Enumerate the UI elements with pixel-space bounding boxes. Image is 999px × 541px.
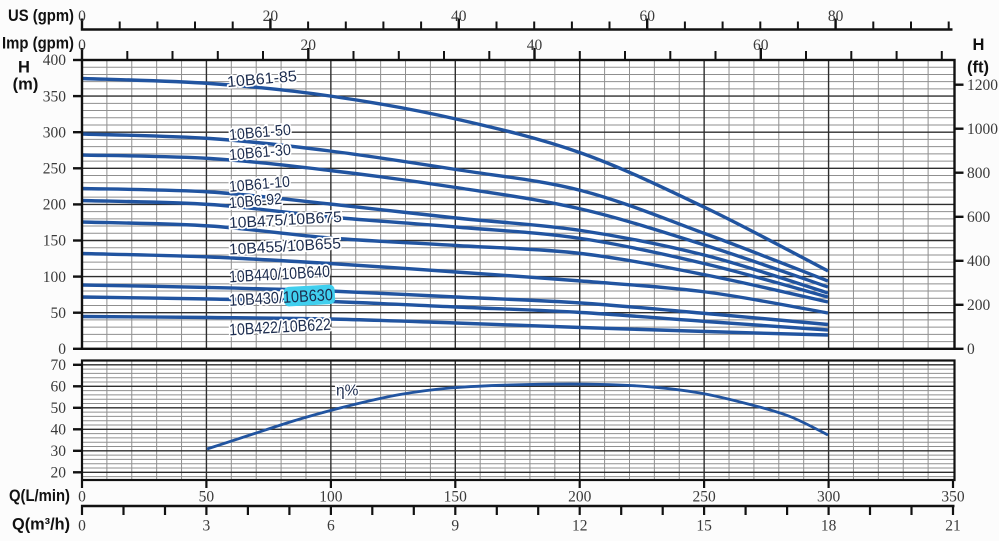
svg-text:200: 200 [967,297,991,314]
svg-text:0: 0 [58,341,66,358]
svg-text:40: 40 [451,8,467,25]
svg-text:100: 100 [319,488,343,505]
svg-text:0: 0 [78,488,86,505]
svg-text:250: 250 [43,161,67,178]
svg-text:30: 30 [51,443,67,460]
svg-text:21: 21 [945,518,961,535]
svg-text:400: 400 [43,52,67,69]
svg-text:Q(m³/h): Q(m³/h) [12,516,70,534]
svg-text:(ft): (ft) [967,59,989,77]
svg-text:200: 200 [568,488,592,505]
svg-text:200: 200 [43,197,67,214]
svg-text:40: 40 [51,422,67,439]
svg-text:1200: 1200 [967,77,998,94]
svg-text:60: 60 [753,37,769,54]
svg-text:US (gpm): US (gpm) [8,7,74,25]
svg-text:50: 50 [199,488,215,505]
svg-text:0: 0 [78,8,86,25]
svg-text:1000: 1000 [967,121,998,138]
svg-text:η%: η% [336,383,359,400]
svg-text:70: 70 [51,357,67,374]
svg-text:H: H [973,36,985,54]
svg-text:40: 40 [527,37,543,54]
svg-text:60: 60 [51,379,67,396]
svg-text:20: 20 [51,465,67,482]
svg-text:3: 3 [203,518,211,535]
svg-text:350: 350 [941,488,965,505]
svg-text:50: 50 [51,305,67,322]
svg-text:H: H [18,59,30,77]
svg-text:Q(L/min): Q(L/min) [9,487,70,505]
svg-text:300: 300 [43,124,67,141]
svg-text:350: 350 [43,88,67,105]
svg-text:9: 9 [451,518,459,535]
svg-text:300: 300 [817,488,841,505]
svg-text:150: 150 [43,233,67,250]
svg-text:60: 60 [639,8,655,25]
svg-text:10B430/10B630: 10B430/10B630 [229,286,334,310]
svg-text:0: 0 [967,341,975,358]
svg-text:20: 20 [301,37,317,54]
svg-text:10B6-92: 10B6-92 [228,191,282,213]
svg-text:0: 0 [78,518,86,535]
svg-text:15: 15 [696,518,712,535]
svg-text:12: 12 [572,518,588,535]
svg-text:600: 600 [967,209,991,226]
svg-text:250: 250 [692,488,716,505]
svg-text:(m): (m) [13,76,39,94]
svg-text:400: 400 [967,253,991,270]
svg-text:100: 100 [43,269,67,286]
svg-text:50: 50 [51,400,67,417]
svg-text:800: 800 [967,165,991,182]
svg-text:80: 80 [828,8,844,25]
svg-text:6: 6 [327,518,335,535]
svg-text:Imp (gpm): Imp (gpm) [2,35,74,53]
svg-text:18: 18 [821,518,837,535]
svg-text:20: 20 [263,8,279,25]
svg-text:0: 0 [78,37,86,54]
svg-text:150: 150 [444,488,468,505]
